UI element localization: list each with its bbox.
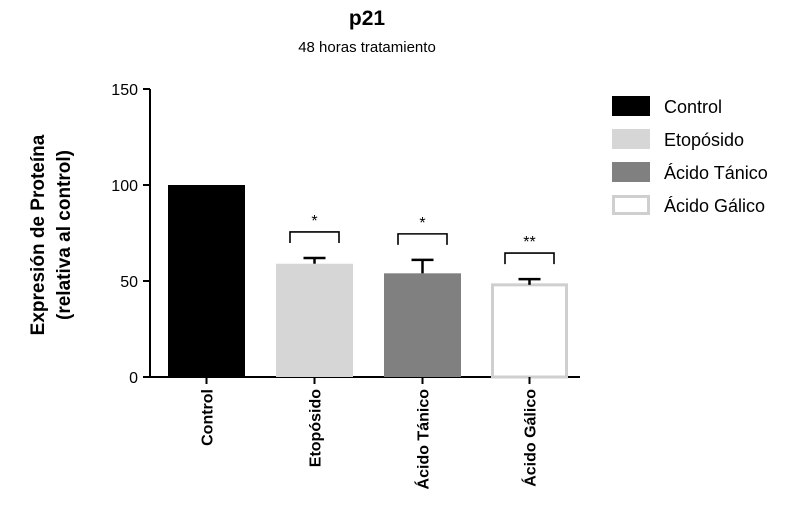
legend-label: Control bbox=[664, 97, 722, 117]
legend: Control Etopósido Ácido Tánico Ácido Gálico bbox=[612, 96, 768, 216]
y-axis-label-line1: Expresión de Proteína bbox=[28, 134, 49, 335]
significance-bracket bbox=[504, 252, 555, 265]
significance-bracket bbox=[289, 231, 340, 243]
bar bbox=[276, 263, 353, 377]
y-tick-label: 0 bbox=[129, 370, 138, 387]
x-tick-label: Etopósido bbox=[308, 389, 325, 467]
legend-label: Ácido Tánico bbox=[664, 163, 768, 183]
significance-label: * bbox=[311, 213, 317, 230]
y-tick-label: 150 bbox=[111, 82, 138, 99]
x-tick-label: Ácido Gálico bbox=[521, 389, 540, 487]
bar bbox=[384, 273, 461, 377]
legend-swatch bbox=[612, 162, 650, 182]
legend-swatch bbox=[612, 129, 650, 149]
chart-subtitle: 48 horas tratamiento bbox=[298, 39, 436, 56]
significance-label: * bbox=[419, 215, 425, 232]
y-axis-label-line2: (relativa al control) bbox=[54, 150, 75, 320]
legend-swatch bbox=[612, 96, 650, 116]
bar bbox=[491, 283, 568, 379]
significance-bracket bbox=[397, 233, 448, 245]
legend-label: Etopósido bbox=[664, 130, 744, 150]
plot-area: 0 50 100 150 Control Etopósido * Ácido Tánico * Á… bbox=[111, 82, 580, 489]
y-tick-label: 100 bbox=[111, 178, 138, 195]
chart-title: p21 bbox=[349, 7, 386, 30]
bar bbox=[168, 185, 245, 377]
significance-label: ** bbox=[523, 234, 535, 251]
legend-label: Ácido Gálico bbox=[664, 196, 765, 216]
x-tick-label: Ácido Tánico bbox=[414, 389, 433, 490]
x-tick-label: Control bbox=[200, 389, 217, 446]
legend-swatch bbox=[612, 195, 650, 215]
y-tick-label: 50 bbox=[120, 274, 138, 291]
